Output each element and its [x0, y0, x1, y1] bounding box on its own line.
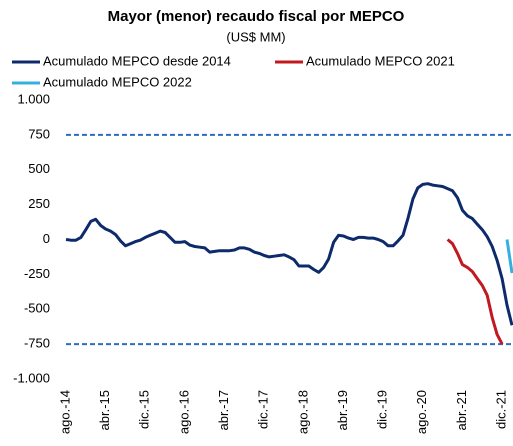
series-line: [446, 238, 504, 345]
x-tick-label: abr.-21: [454, 390, 469, 430]
y-tick-label: 0: [43, 231, 50, 246]
y-tick-label: 750: [28, 126, 50, 141]
chart-title: Mayor (menor) recaudo fiscal por MEPCO: [108, 8, 405, 25]
x-tick-label: abr.-19: [335, 390, 350, 430]
x-tick-label: dic.-15: [137, 390, 152, 429]
y-tick-label: 1.000: [17, 91, 50, 106]
y-tick-label: -250: [24, 266, 50, 281]
x-tick-label: dic.-19: [375, 390, 390, 429]
y-tick-label: 500: [28, 161, 50, 176]
y-tick-label: -750: [24, 336, 50, 351]
y-tick-label: -1.000: [13, 370, 50, 385]
series-line: [505, 239, 513, 274]
x-tick-label: ago.-14: [57, 390, 72, 434]
legend-label: Acumulado MEPCO 2021: [306, 53, 455, 68]
chart-subtitle: (US$ MM): [226, 29, 285, 44]
x-tick-label: dic.-21: [494, 390, 509, 429]
x-tick-label: abr.-15: [97, 390, 112, 430]
x-tick-label: ago.-18: [295, 390, 310, 434]
series-line: [65, 182, 513, 326]
y-tick-label: 250: [28, 196, 50, 211]
x-tick-label: ago.-20: [414, 390, 429, 434]
legend-label: Acumulado MEPCO desde 2014: [43, 53, 231, 68]
y-tick-label: -500: [24, 301, 50, 316]
x-tick-label: ago.-16: [176, 390, 191, 434]
legend-label: Acumulado MEPCO 2022: [43, 74, 192, 89]
x-tick-label: dic.-17: [256, 390, 271, 429]
x-tick-label: abr.-17: [216, 390, 231, 430]
